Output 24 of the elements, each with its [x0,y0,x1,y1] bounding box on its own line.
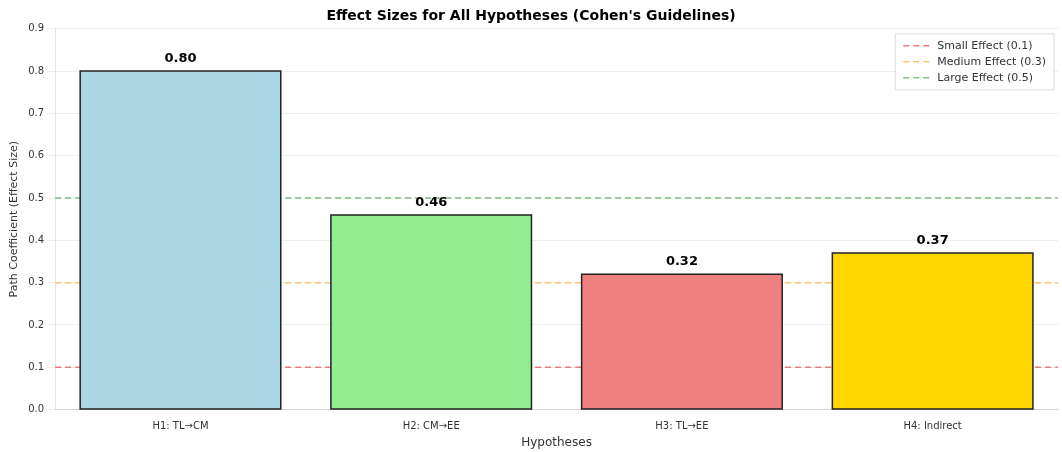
x-tick-label: H1: TL→CM [152,420,209,432]
y-tick-label: 0.1 [28,360,45,372]
y-tick-label: 0.2 [28,318,45,330]
x-tick-label: H3: TL→EE [655,420,709,432]
data-label: 0.80 [164,49,197,65]
legend-label: Medium Effect (0.3) [937,54,1047,68]
legend-label: Large Effect (0.5) [937,70,1033,84]
y-axis-title: Path Coefficient (Effect Size) [7,140,21,298]
legend-label: Small Effect (0.1) [937,38,1033,52]
y-tick-label: 0.6 [28,149,45,161]
y-tick-label: 0.8 [28,64,45,76]
y-tick-label: 0.4 [28,233,45,245]
data-label: 0.46 [415,193,448,209]
x-axis-title: Hypotheses [521,434,592,449]
data-label: 0.37 [916,231,949,247]
chart-title: Effect Sizes for All Hypotheses (Cohen's Guidelines) [326,7,736,24]
x-tick-label: H2: CM→EE [402,420,460,432]
y-tick-label: 0.5 [28,191,45,203]
data-label: 0.32 [665,253,698,269]
y-tick-label: 0.9 [28,22,45,34]
y-tick-label: 0.7 [28,107,45,119]
y-tick-label: 0.0 [28,403,45,415]
x-tick-label: H4: Indirect [903,420,962,432]
y-tick-label: 0.3 [28,276,45,288]
